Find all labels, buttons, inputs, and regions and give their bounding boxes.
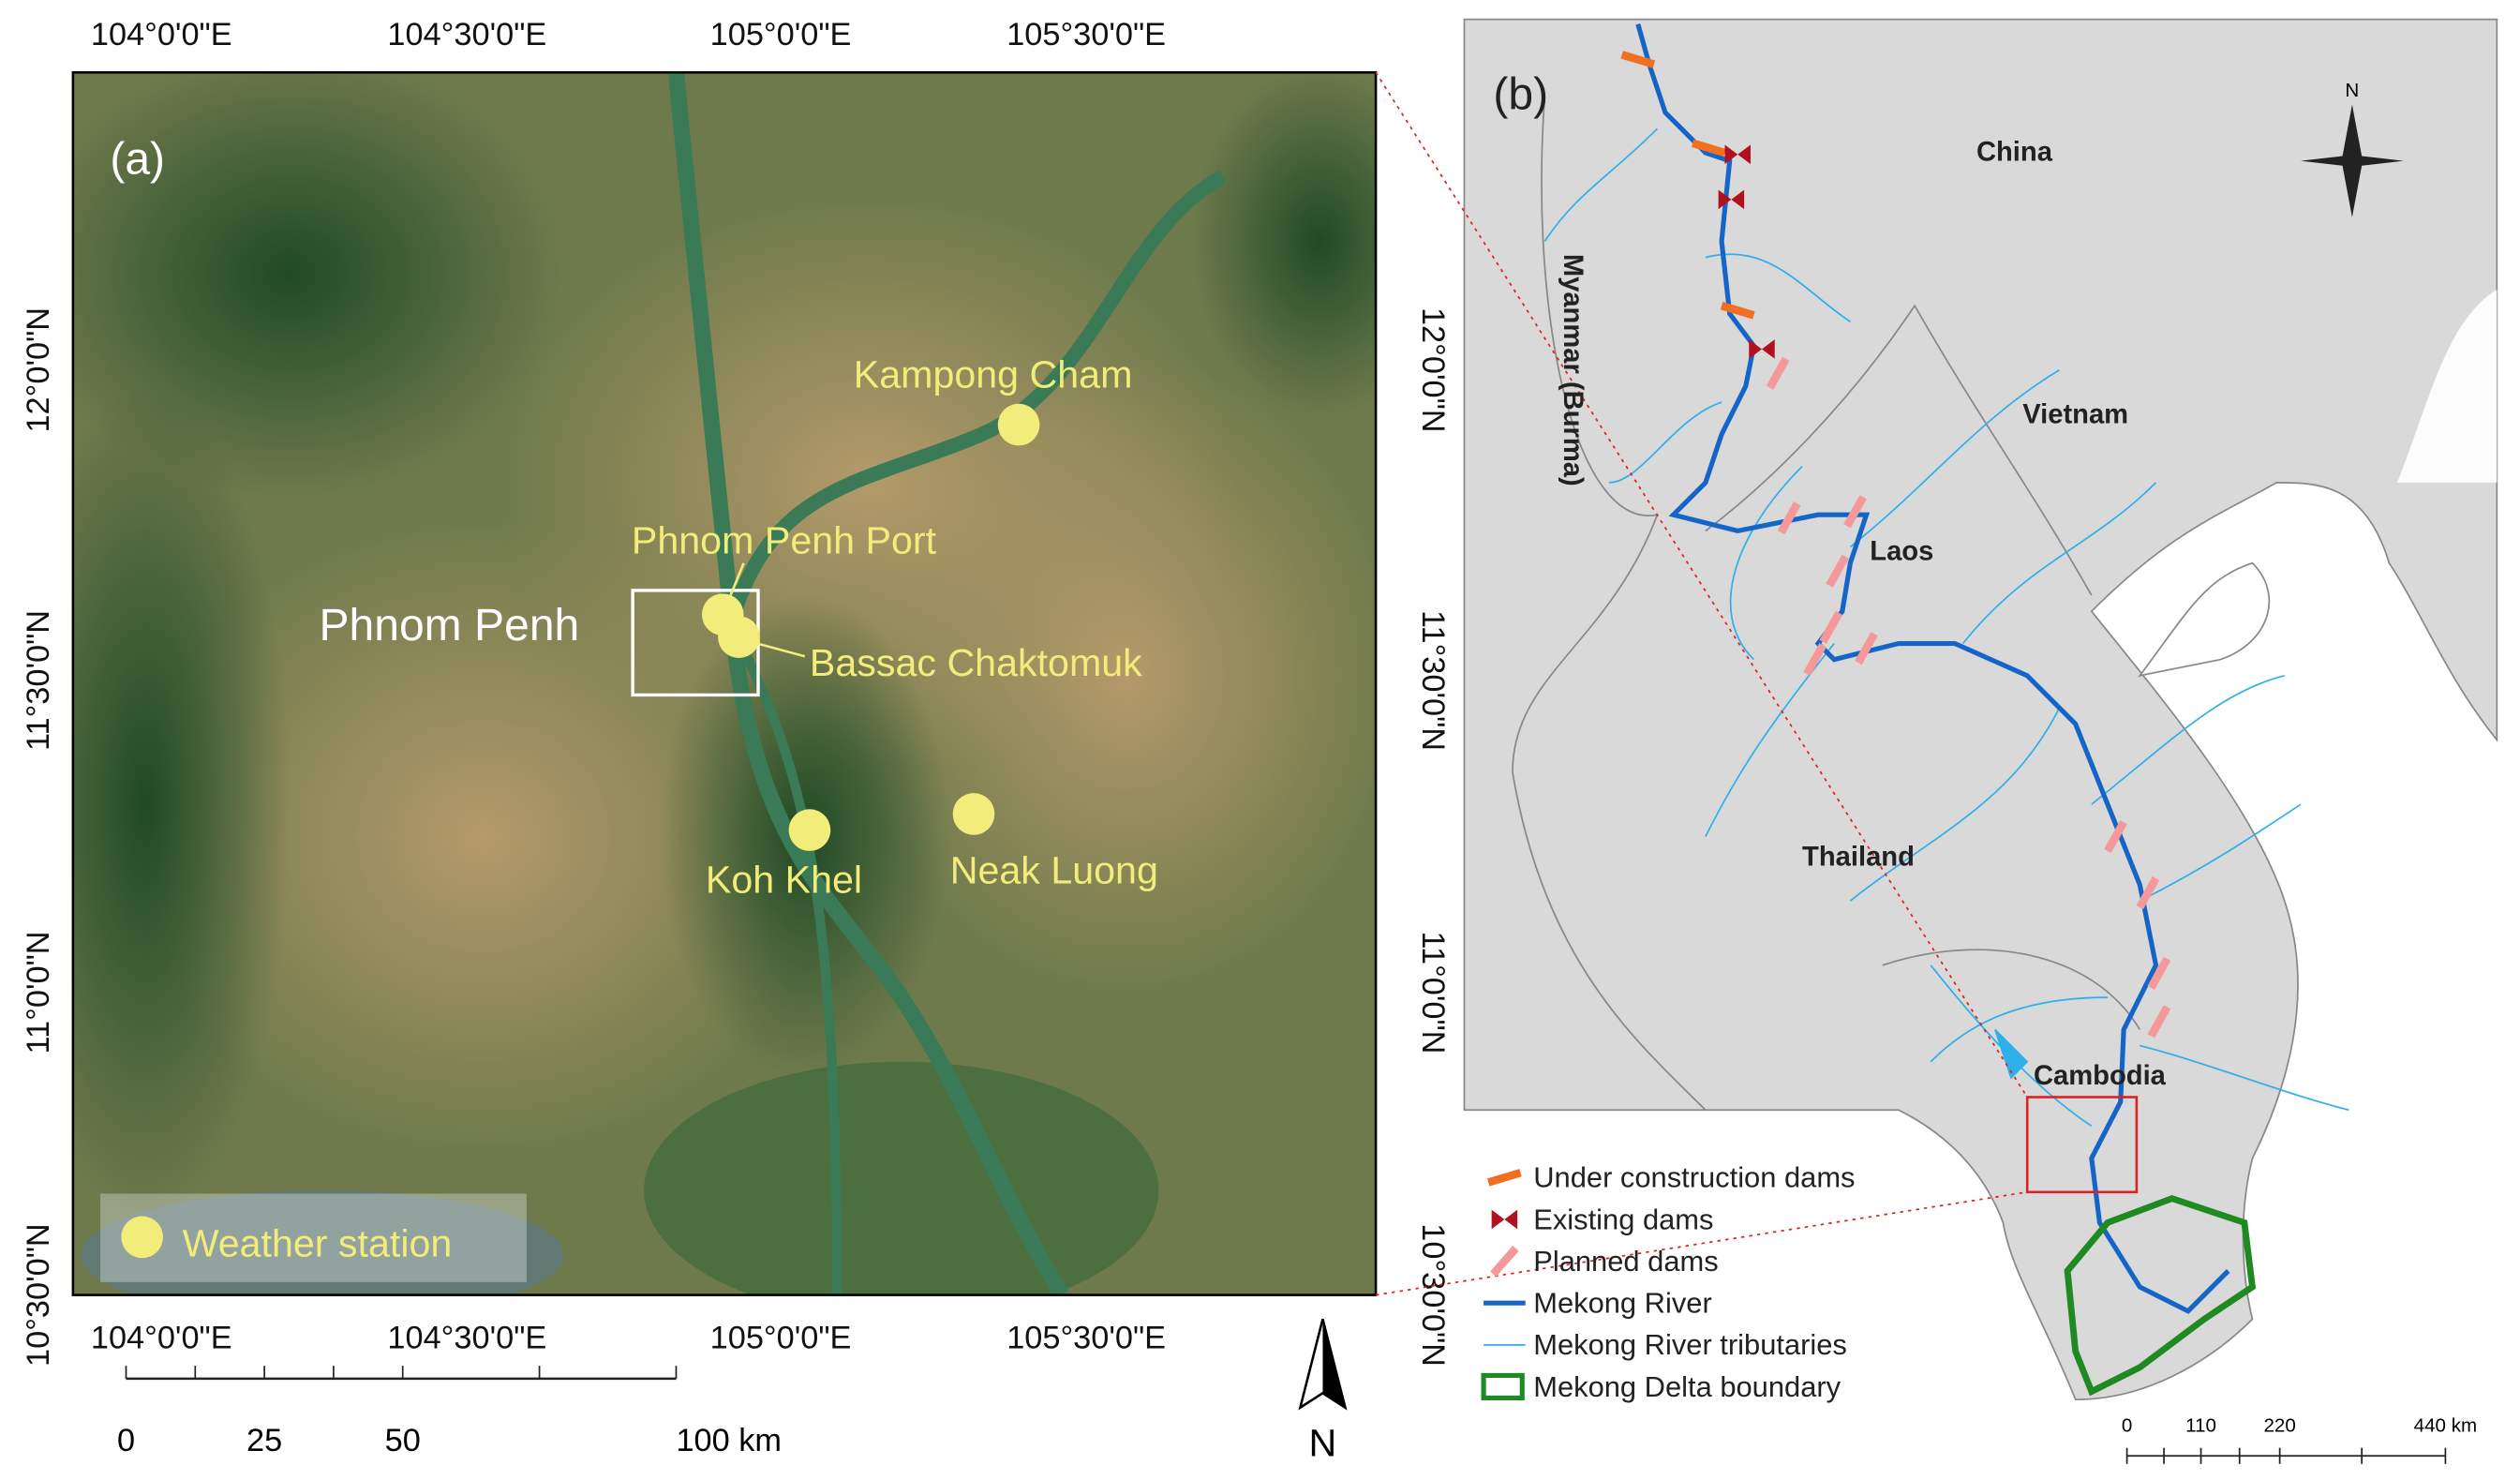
station-dot — [997, 403, 1040, 446]
mekong-river — [1635, 23, 2230, 1314]
scale-label: 25 — [246, 1423, 282, 1458]
lon-label: 104°30'0"E — [387, 17, 546, 52]
satellite-image — [72, 72, 1377, 1295]
map-frame — [71, 70, 1378, 1296]
lat-label: 11°0'0"N — [21, 931, 56, 1054]
station-dot — [788, 809, 831, 851]
lat-label: 11°0'0"N — [1415, 931, 1451, 1054]
north-label: N — [2345, 80, 2359, 101]
dam-planned — [2147, 1005, 2171, 1039]
dam-planned — [2147, 956, 2171, 990]
lon-label: 105°30'0"E — [1007, 1320, 1166, 1355]
scale-label: 440 km — [2414, 1415, 2477, 1437]
scale-label: 220 — [2263, 1415, 2295, 1437]
lat-label: 10°30'0"N — [21, 1223, 56, 1367]
country-label: Thailand — [1802, 842, 1915, 872]
lon-label: 104°0'0"E — [91, 17, 232, 52]
lat-label: 12°0'0"N — [1415, 307, 1451, 433]
dam-planned — [1803, 643, 1827, 677]
north-arrow: N — [2300, 80, 2404, 217]
scale-label: 100 km — [676, 1423, 782, 1458]
country-label: China — [1976, 138, 2053, 168]
station-label: Koh Khel — [706, 859, 862, 902]
station-label: Phnom Penh Port — [632, 518, 937, 561]
station-dot — [718, 616, 760, 658]
country-label: Cambodia — [2034, 1061, 2167, 1091]
panel-label: (b) — [1493, 70, 1548, 120]
scale-label: 110 — [2185, 1415, 2216, 1437]
dam-planned — [1826, 554, 1849, 588]
lon-label: 105°0'0"E — [710, 1320, 852, 1355]
dam-planned — [1766, 356, 1790, 390]
station-label: Bassac Chaktomuk — [810, 641, 1142, 684]
lat-label: 12°0'0"N — [21, 307, 56, 433]
compass — [2300, 104, 2404, 217]
dam-under-construction — [1691, 139, 1726, 157]
dam-planned — [1777, 501, 1801, 535]
legend-symbol — [1481, 1372, 1525, 1401]
scale-label: 0 — [117, 1423, 135, 1458]
lon-label: 105°30'0"E — [1007, 17, 1166, 52]
country-label: Vietnam — [2022, 399, 2128, 429]
legend-label: Planned dams — [1533, 1245, 1718, 1278]
station-label: Neak Luong — [950, 848, 1158, 891]
lat-label: 10°30'0"N — [1415, 1223, 1451, 1367]
legend-symbol — [121, 1216, 163, 1259]
city-label: Phnom Penh — [319, 601, 579, 650]
legend-label: Mekong River — [1533, 1287, 1711, 1320]
legend-label: Existing dams — [1533, 1203, 1713, 1235]
legend-label: Mekong River tributaries — [1533, 1328, 1847, 1361]
basemap — [1463, 18, 2498, 1401]
lat-label: 11°30'0"N — [21, 610, 56, 751]
tributaries — [1543, 127, 2349, 1128]
legend-box — [100, 1193, 527, 1282]
country-label: Myanmar (Burma) — [1558, 254, 1588, 486]
lat-label: 11°30'0"N — [1415, 610, 1451, 751]
dam-planned — [1819, 610, 1843, 644]
legend-symbol — [1486, 1169, 1522, 1187]
lon-label: 104°0'0"E — [91, 1320, 232, 1355]
panel-label: (a) — [110, 134, 165, 184]
legend-label: Mekong Delta boundary — [1533, 1370, 1841, 1403]
legend-label: Weather station — [183, 1221, 453, 1264]
country-label: Laos — [1870, 536, 1933, 566]
connector — [1375, 71, 2028, 1098]
connector — [1375, 1190, 2028, 1296]
dam-planned — [2136, 876, 2160, 910]
legend-symbol — [1491, 1209, 1518, 1230]
study-area-box — [2025, 1096, 2139, 1194]
scale-bar: 0 25 50 100 km — [117, 1366, 782, 1458]
dam-under-construction — [1720, 301, 1755, 320]
north-arrow: N — [1298, 1319, 1348, 1464]
lon-label: 105°0'0"E — [710, 17, 852, 52]
legend-symbol — [1490, 1246, 1519, 1278]
scale-bar: 0 110 220 440 km — [2122, 1415, 2477, 1464]
scale-label: 50 — [385, 1423, 421, 1458]
scale-label: 0 — [2122, 1415, 2132, 1437]
legend-label: Under construction dams — [1533, 1161, 1855, 1194]
station-dot — [952, 793, 995, 835]
lon-label: 104°30'0"E — [387, 1320, 546, 1355]
dam-planned — [1843, 495, 1867, 529]
dam-under-construction — [1620, 51, 1656, 68]
north-label: N — [1309, 1421, 1337, 1464]
station-label: Kampong Cham — [854, 353, 1133, 396]
dam-planned — [2104, 819, 2127, 854]
dam-planned — [1855, 632, 1878, 665]
delta-boundary — [2064, 1195, 2257, 1397]
